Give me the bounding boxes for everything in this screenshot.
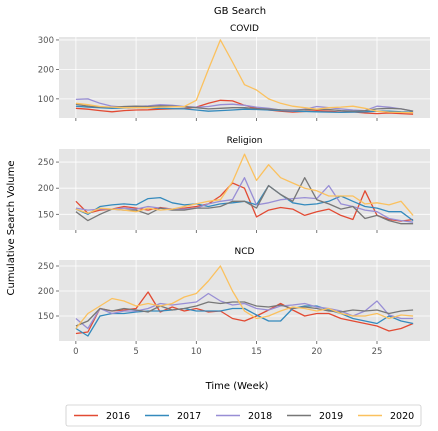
legend-label: 2018 — [248, 411, 272, 422]
x-tick-label: 15 — [251, 347, 262, 357]
plot-area — [59, 37, 430, 118]
y-tick-label: 200 — [38, 287, 54, 297]
series-line-2019 — [75, 177, 414, 225]
panel-title: Religion — [227, 136, 263, 146]
panel-religion: Religion 150 200 250 — [38, 136, 430, 233]
x-tick-label: 0 — [73, 347, 78, 357]
figure-suptitle: GB Search — [214, 6, 266, 17]
series-line-2018 — [75, 177, 414, 223]
y-tick-label: 250 — [38, 158, 54, 168]
legend-item-2020: 2020 — [358, 411, 414, 422]
y-tick-label: 200 — [38, 65, 54, 75]
legend-label: 2016 — [106, 411, 130, 422]
legend-frame — [65, 404, 422, 427]
series-line-2019 — [75, 301, 414, 327]
panel-ncd: NCD 150 200 250 0 5 10 15 20 25 — [38, 247, 430, 357]
chart-legend: 2016 2017 2018 2019 2020 — [65, 404, 422, 427]
legend-item-2016: 2016 — [74, 411, 130, 422]
plot-area — [59, 260, 430, 341]
series-line-2017 — [75, 305, 414, 337]
panel-covid: COVID 100 200 300 — [38, 24, 430, 121]
y-tick-label: 150 — [38, 210, 54, 220]
legend-item-2017: 2017 — [145, 411, 201, 422]
x-tick-label: 25 — [372, 347, 383, 357]
series-line-2020 — [75, 265, 414, 329]
legend-item-2018: 2018 — [216, 411, 272, 422]
x-tick-label: 20 — [311, 347, 322, 357]
series-line-2018 — [75, 292, 414, 330]
x-tick-label: 10 — [191, 347, 202, 357]
x-tick-label: 5 — [133, 347, 138, 357]
legend-label: 2019 — [319, 411, 343, 422]
legend-item-2019: 2019 — [287, 411, 343, 422]
panel-title: COVID — [230, 24, 259, 34]
y-tick-label: 100 — [38, 95, 54, 105]
x-axis-label: Time (Week) — [205, 381, 269, 392]
legend-label: 2020 — [390, 411, 414, 422]
y-tick-label: 200 — [38, 184, 54, 194]
chart-panels: COVID100200300Religion150200250NCD150200… — [38, 24, 430, 357]
y-tick-label: 300 — [38, 36, 54, 46]
y-axis-label: Cumulative Search Volume — [6, 161, 17, 296]
y-tick-label: 150 — [38, 312, 54, 322]
panel-title: NCD — [235, 247, 255, 257]
series-line-2020 — [75, 153, 414, 216]
y-tick-label: 250 — [38, 262, 54, 272]
legend-label: 2017 — [177, 411, 201, 422]
series-line-2020 — [75, 39, 414, 114]
series-line-2019 — [75, 103, 414, 112]
